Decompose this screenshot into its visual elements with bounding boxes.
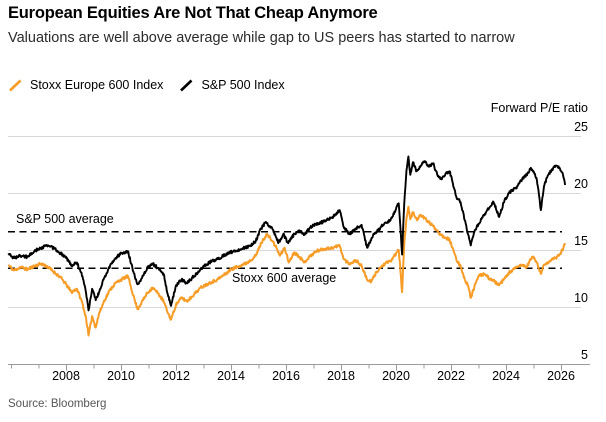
legend-label-stoxx-600: Stoxx Europe 600 Index bbox=[30, 78, 164, 92]
black-slash-icon bbox=[180, 79, 193, 91]
y-tick-label: 10 bbox=[574, 290, 588, 305]
page-title: European Equities Are Not That Cheap Any… bbox=[8, 4, 378, 22]
x-tick-label: 2026 bbox=[547, 369, 575, 383]
y-tick-label: 20 bbox=[574, 176, 588, 191]
legend: Stoxx Europe 600 Index S&P 500 Index bbox=[8, 76, 285, 94]
source-attribution: Source: Bloomberg bbox=[8, 398, 107, 410]
y-tick-label: 25 bbox=[574, 119, 588, 134]
x-tick-label: 2024 bbox=[492, 369, 520, 383]
legend-label-sp-500: S&P 500 Index bbox=[201, 78, 285, 92]
stoxx600-average-annotation-label: Stoxx 600 average bbox=[232, 271, 337, 285]
legend-item-stoxx-600: Stoxx Europe 600 Index bbox=[8, 78, 163, 92]
x-tick-label: 2018 bbox=[327, 369, 355, 383]
x-tick-label: 2020 bbox=[382, 369, 410, 383]
x-tick-label: 2014 bbox=[217, 369, 245, 383]
x-tick-label: 2016 bbox=[272, 369, 300, 383]
legend-item-sp-500: S&P 500 Index bbox=[179, 78, 285, 92]
sp500-average-annotation-label: S&P 500 average bbox=[16, 212, 114, 226]
y-tick-label: 5 bbox=[581, 347, 588, 362]
x-tick-label: 2012 bbox=[162, 369, 190, 383]
orange-slash-icon bbox=[9, 79, 22, 91]
y-axis-title: Forward P/E ratio bbox=[490, 101, 588, 115]
y-tick-label: 15 bbox=[574, 233, 588, 248]
x-tick-label: 2010 bbox=[107, 369, 135, 383]
x-tick-label: 2008 bbox=[52, 369, 80, 383]
x-tick-label: 2022 bbox=[437, 369, 465, 383]
chart-subtitle: Valuations are well above average while … bbox=[8, 30, 515, 46]
